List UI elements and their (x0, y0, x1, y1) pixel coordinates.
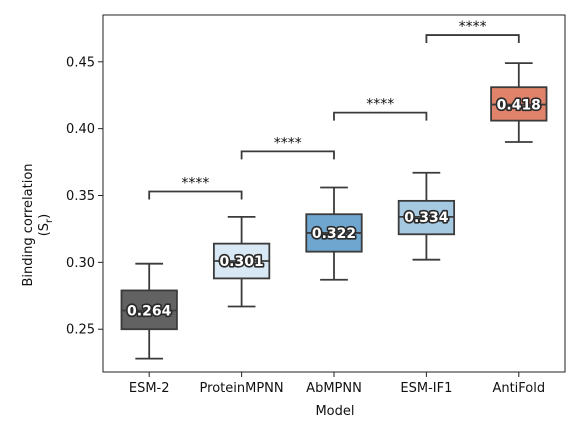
significance-bracket (333, 111, 428, 121)
y-axis-label-main: Binding correlation (21, 163, 36, 286)
y-tick-label: 0.30 (66, 256, 95, 271)
y-axis-label: Binding correlation (Sr) (21, 163, 55, 286)
y-axis-label-sub: (Sr) (37, 214, 55, 237)
median-value-label: 0.334 (404, 210, 449, 226)
x-axis-label: Model (315, 404, 354, 419)
significance-stars: **** (181, 175, 209, 191)
significance-bracket (240, 150, 335, 160)
median-value-label: 0.322 (312, 226, 356, 242)
significance-bracket (148, 190, 243, 200)
x-tick-label: ProteinMPNN (200, 381, 284, 396)
significance-stars: **** (459, 19, 487, 35)
y-tick-label: 0.25 (66, 323, 95, 338)
y-tick-label: 0.35 (66, 189, 95, 204)
plot-area: 0.25 0.30 0.35 0.40 0.45 ESM-2 ProteinMPNN AbMP… (66, 14, 566, 396)
median-value-label: 0.418 (497, 98, 541, 114)
x-tick-label: ESM-2 (129, 381, 170, 396)
significance-stars: **** (274, 135, 302, 151)
significance-bracket (425, 34, 520, 44)
y-tick-label: 0.45 (66, 55, 95, 70)
median-value-label: 0.264 (127, 303, 172, 319)
x-tick-label: ESM-IF1 (400, 381, 452, 396)
y-tick-label: 0.40 (66, 122, 95, 137)
x-tick-label: AntiFold (492, 381, 545, 396)
significance-stars: **** (366, 97, 394, 113)
median-value-label: 0.301 (219, 254, 263, 270)
x-tick-label: AbMPNN (306, 381, 362, 396)
